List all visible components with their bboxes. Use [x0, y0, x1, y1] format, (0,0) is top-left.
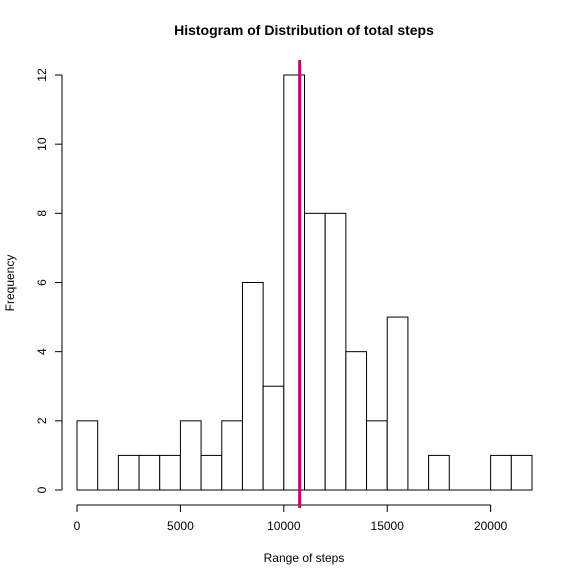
histogram-bar	[241, 282, 264, 491]
histogram-bar	[510, 454, 533, 491]
y-tick-label: 0	[35, 486, 49, 493]
histogram-bar	[262, 385, 285, 491]
histogram-bars	[76, 74, 533, 491]
histogram-bar	[117, 454, 140, 491]
y-tick-label: 10	[35, 137, 49, 151]
histogram-bar	[138, 454, 161, 491]
x-tick-label: 15000	[371, 519, 405, 533]
x-axis: 0 5000 10000 15000 20000	[74, 504, 508, 533]
histogram-bar	[386, 316, 409, 491]
histogram-bar	[179, 420, 202, 491]
x-tick-label: 0	[74, 519, 81, 533]
x-tick-label: 20000	[474, 519, 508, 533]
histogram-bar	[304, 212, 326, 491]
x-axis-label: Range of steps	[264, 551, 345, 565]
y-tick-label: 6	[35, 279, 49, 286]
histogram-bar	[366, 420, 388, 491]
histogram-bar	[200, 454, 223, 491]
histogram-bar	[428, 454, 450, 491]
y-tick-label: 12	[35, 68, 49, 82]
histogram-bar	[345, 351, 368, 491]
y-axis-label: Frequency	[3, 255, 17, 312]
y-axis: 0 2 4 6 8 10 12	[35, 68, 63, 493]
x-tick-label: 10000	[267, 519, 301, 533]
y-tick-label: 8	[35, 210, 49, 217]
histogram-bar	[283, 74, 305, 491]
histogram-bar	[159, 454, 181, 491]
histogram-bar	[324, 212, 347, 491]
histogram-bar	[490, 454, 512, 491]
x-tick-label: 5000	[167, 519, 194, 533]
histogram-bar	[221, 420, 243, 491]
y-tick-label: 2	[35, 417, 49, 424]
y-tick-label: 4	[35, 348, 49, 355]
histogram-bar	[76, 420, 99, 491]
chart-title: Histogram of Distribution of total steps	[174, 22, 434, 38]
